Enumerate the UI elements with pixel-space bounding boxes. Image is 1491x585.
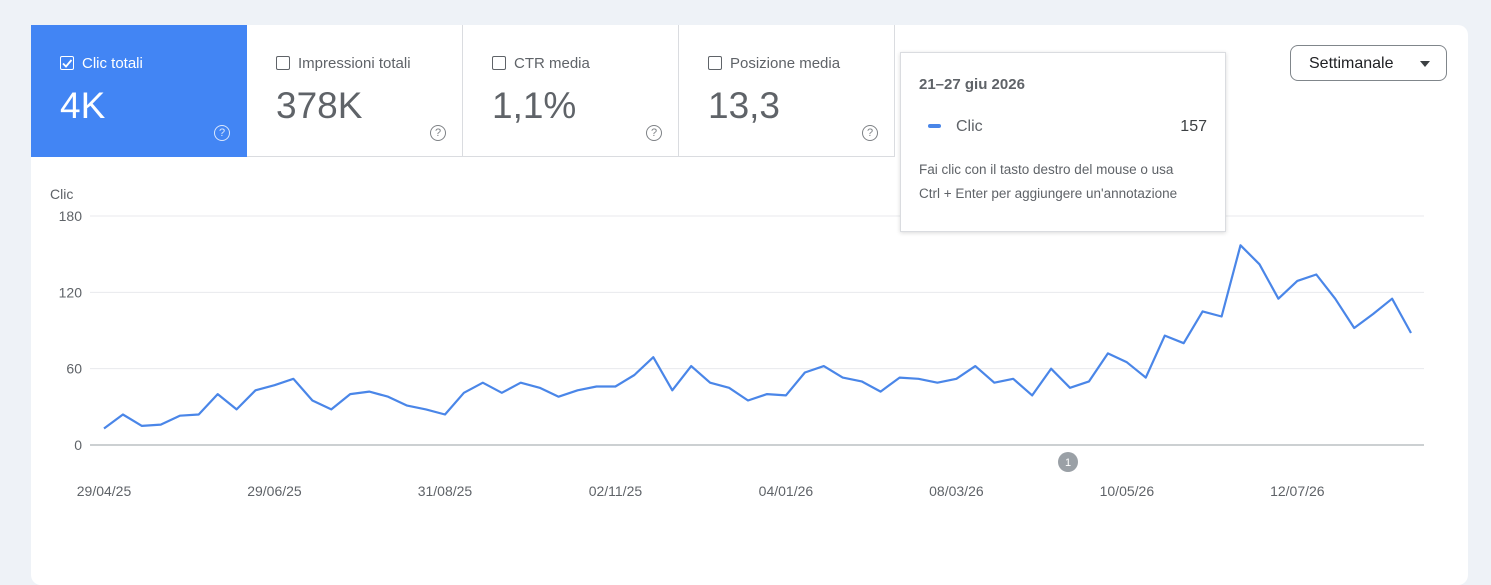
help-icon[interactable]: ?: [430, 125, 446, 141]
metric-value: 378K: [276, 85, 363, 126]
metric-label: Clic totali: [82, 55, 143, 72]
dropdown-arrow: [1420, 61, 1430, 72]
checkbox: [276, 56, 290, 70]
help-icon[interactable]: ?: [646, 125, 662, 141]
tooltip-note: Fai clic con il tasto destro del mouse o…: [919, 162, 1174, 177]
x-tick-label: 29/04/25: [77, 483, 132, 499]
y-tick-label: 120: [59, 284, 83, 300]
tooltip-series: Clic: [956, 118, 983, 135]
metric-tile[interactable]: Impressioni totali 378K?: [247, 25, 463, 157]
x-tick-label: 08/03/26: [929, 483, 984, 499]
y-axis-title: Clic: [50, 186, 73, 202]
tooltip-note: Ctrl + Enter per aggiungere un'annotazio…: [919, 186, 1178, 201]
metric-value: 4K: [60, 85, 106, 126]
x-tick-label: 31/08/25: [418, 483, 473, 499]
metric-tile[interactable]: CTR media 1,1%?: [463, 25, 679, 157]
card: [31, 25, 1468, 585]
metric-label: CTR media: [514, 55, 590, 72]
metric-tile[interactable]: Posizione media 13,3?: [679, 25, 895, 157]
y-tick-label: 180: [59, 208, 83, 224]
checkbox: [60, 56, 74, 70]
metric-value: 1,1%: [492, 85, 577, 126]
metric-tile[interactable]: Clic totali 4K?: [31, 25, 247, 157]
metric-label: Impressioni totali: [298, 55, 411, 72]
x-tick-label: 12/07/26: [1270, 483, 1325, 499]
help-icon[interactable]: ?: [862, 125, 878, 141]
tooltip-title: 21–27 giu 2026: [919, 76, 1025, 93]
y-tick-label: 60: [66, 361, 82, 377]
help-icon[interactable]: ?: [214, 125, 230, 141]
x-tick-label: 04/01/26: [759, 483, 814, 499]
metric-label: Posizione media: [730, 55, 841, 72]
tooltip-value: 157: [1180, 118, 1207, 135]
y-tick-label: 0: [74, 437, 82, 453]
checkbox: [708, 56, 722, 70]
x-tick-label: 10/05/26: [1100, 483, 1155, 499]
data-line: [103, 244, 1412, 430]
page: Clic totali 4K? Impressioni totali 378K? CTR…: [31, 25, 1468, 585]
chart: Clic 0 60 120 180 29/04/25 29/06/25 31/08/25 02…: [50, 186, 1424, 499]
tooltip: 21–27 giu 2026 Clic 157 Fai clic con il …: [900, 52, 1226, 232]
annotation-label: 1: [1065, 457, 1071, 469]
period-dropdown[interactable]: Settimanale: [1290, 45, 1447, 81]
checkbox: [492, 56, 506, 70]
dropdown-label: Settimanale: [1309, 55, 1394, 72]
tooltip-swatch: [928, 124, 941, 128]
metric-value: 13,3: [708, 85, 781, 126]
x-tick-label: 29/06/25: [247, 483, 302, 499]
annotation-marker: [1058, 452, 1078, 472]
x-tick-label: 02/11/25: [589, 483, 643, 499]
